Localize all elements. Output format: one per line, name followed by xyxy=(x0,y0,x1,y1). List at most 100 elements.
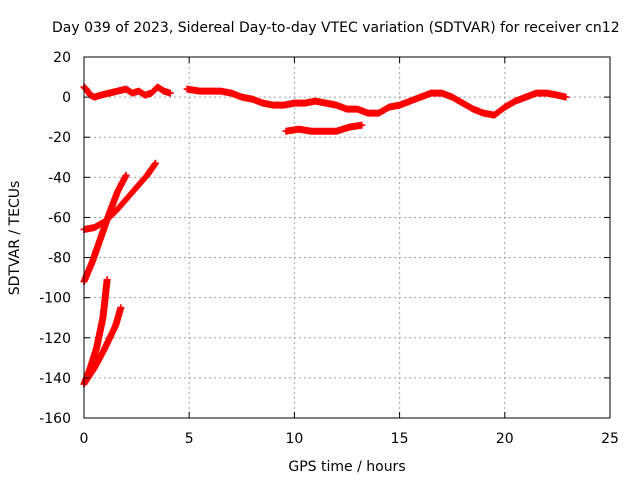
data-point xyxy=(108,212,111,215)
data-point xyxy=(347,125,351,129)
data-trace xyxy=(80,159,160,233)
data-point xyxy=(556,93,559,97)
data-point xyxy=(145,174,149,177)
data-point xyxy=(116,190,119,193)
data-point xyxy=(143,93,147,97)
data-point xyxy=(535,91,538,95)
data-point xyxy=(169,91,172,95)
data-point xyxy=(162,89,166,93)
data-point xyxy=(461,101,464,105)
data-point xyxy=(322,130,326,133)
data-point xyxy=(124,87,128,91)
series-arc-main-2 xyxy=(183,85,570,119)
data-point xyxy=(93,366,96,370)
data-point xyxy=(185,87,189,91)
data-point xyxy=(419,95,422,99)
series-arc-main-1 xyxy=(80,83,174,101)
y-tick-label: -100 xyxy=(39,291,71,307)
data-point xyxy=(91,260,94,263)
data-point xyxy=(429,91,433,95)
data-point xyxy=(116,89,119,93)
y-axis-label: SDTVAR / TECUs xyxy=(7,181,23,296)
x-tick-label: 15 xyxy=(391,431,409,447)
data-point xyxy=(84,87,88,91)
data-point xyxy=(282,103,286,107)
data-point xyxy=(150,91,153,95)
data-point xyxy=(524,95,528,99)
x-axis-label: GPS time / hours xyxy=(288,459,405,475)
data-point xyxy=(101,316,105,319)
data-point xyxy=(261,101,265,105)
data-point xyxy=(472,107,475,111)
data-point xyxy=(230,91,233,95)
plot-frame xyxy=(83,56,611,419)
data-point xyxy=(360,123,363,127)
x-tick-label: 20 xyxy=(496,431,514,447)
data-point xyxy=(408,99,412,103)
x-tick-label: 25 xyxy=(601,431,619,447)
y-tick-label: 20 xyxy=(53,50,71,66)
data-point xyxy=(366,111,370,115)
data-point xyxy=(324,101,328,105)
data-point xyxy=(345,107,349,111)
data-point xyxy=(251,97,254,101)
data-point xyxy=(545,91,549,95)
data-point xyxy=(137,89,140,93)
y-tick-label: -40 xyxy=(48,170,71,186)
data-point xyxy=(89,93,92,97)
data-point xyxy=(335,103,338,107)
data-point xyxy=(209,89,212,93)
data-point xyxy=(377,111,380,115)
y-tick-label: -80 xyxy=(48,251,71,267)
data-point xyxy=(293,101,296,105)
data-point xyxy=(135,186,138,189)
grid-lines xyxy=(84,57,610,418)
data-point xyxy=(95,346,98,350)
data-point xyxy=(335,130,338,133)
y-tick-label: -140 xyxy=(39,371,71,387)
data-point xyxy=(514,99,517,103)
data-point xyxy=(105,278,109,281)
data-point xyxy=(284,130,288,133)
series-arc-rise-a xyxy=(80,159,160,233)
y-tick-label: -160 xyxy=(39,411,71,427)
data-point xyxy=(119,306,123,309)
data-point xyxy=(156,85,159,89)
data-point xyxy=(272,103,275,107)
data-point xyxy=(131,91,134,95)
data-point xyxy=(93,95,96,99)
data-marks xyxy=(80,83,570,388)
data-point xyxy=(564,95,568,99)
data-point xyxy=(493,113,496,117)
x-tick-label: 0 xyxy=(80,431,89,447)
data-point xyxy=(198,89,201,93)
data-point xyxy=(219,89,222,93)
data-point xyxy=(108,91,111,95)
data-point xyxy=(314,99,317,103)
x-tick-label: 10 xyxy=(285,431,303,447)
y-tick-label: -60 xyxy=(48,210,71,226)
data-point xyxy=(310,130,313,133)
data-point xyxy=(114,210,117,213)
data-point xyxy=(398,103,401,107)
axis-ticks: 0 5 10 15 20 25 -160 -140 -120 -100 -80 -60 -40 -20 0 2… xyxy=(39,50,619,447)
data-point xyxy=(124,198,128,201)
data-trace xyxy=(183,85,570,119)
y-tick-label: -120 xyxy=(39,331,71,347)
data-point xyxy=(297,128,300,131)
data-point xyxy=(114,324,117,327)
data-point xyxy=(124,174,128,177)
data-point xyxy=(356,107,359,111)
data-point xyxy=(93,226,96,229)
y-tick-label: -20 xyxy=(48,130,71,146)
chart-title: Day 039 of 2023, Sidereal Day-to-day VTE… xyxy=(52,20,620,36)
data-point xyxy=(503,105,506,109)
y-tick-label: 0 xyxy=(62,90,71,106)
data-point xyxy=(99,236,103,239)
data-point xyxy=(451,95,454,99)
data-point xyxy=(99,93,103,97)
data-point xyxy=(387,105,391,109)
data-point xyxy=(303,101,307,105)
data-point xyxy=(103,346,107,350)
